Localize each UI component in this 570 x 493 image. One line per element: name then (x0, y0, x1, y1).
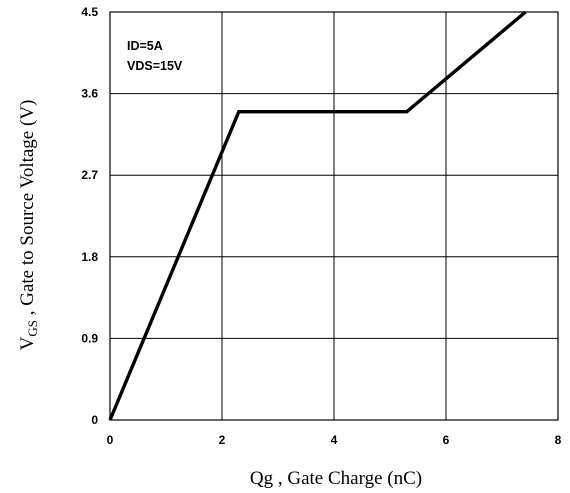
y-axis-title-main: V (17, 336, 38, 350)
plot-frame (109, 11, 559, 421)
y-tick-label: 1.8 (81, 250, 98, 264)
series-layer (108, 10, 527, 421)
x-tick-label: 6 (443, 433, 450, 447)
y-tick-label: 0.9 (81, 331, 98, 345)
x-tick-labels: 0 2 4 6 8 (107, 433, 562, 447)
y-axis-title-rest: , Gate to Source Voltage (V) (17, 100, 38, 320)
y-tick-label: 3.6 (81, 87, 98, 101)
y-tick-labels: 0 0.9 1.8 2.7 3.6 4.5 (81, 5, 98, 427)
x-tick-label: 0 (107, 433, 114, 447)
series-line-vgs (108, 10, 527, 421)
y-axis-title-subscript: GS (25, 320, 40, 337)
x-tick-label: 2 (219, 433, 226, 447)
annotation-drain-current: ID=5A (127, 39, 163, 53)
y-axis-title: VGS , Gate to Source Voltage (V) (17, 100, 40, 351)
y-tick-label: 2.7 (81, 168, 98, 182)
x-axis-title: Qg , Gate Charge (nC) (250, 468, 422, 489)
y-tick-label: 0 (91, 413, 98, 427)
x-tick-label: 8 (555, 433, 562, 447)
x-tick-label: 4 (331, 433, 338, 447)
y-tick-label: 4.5 (81, 5, 98, 19)
annotation-drain-source-voltage: VDS=15V (127, 59, 183, 73)
